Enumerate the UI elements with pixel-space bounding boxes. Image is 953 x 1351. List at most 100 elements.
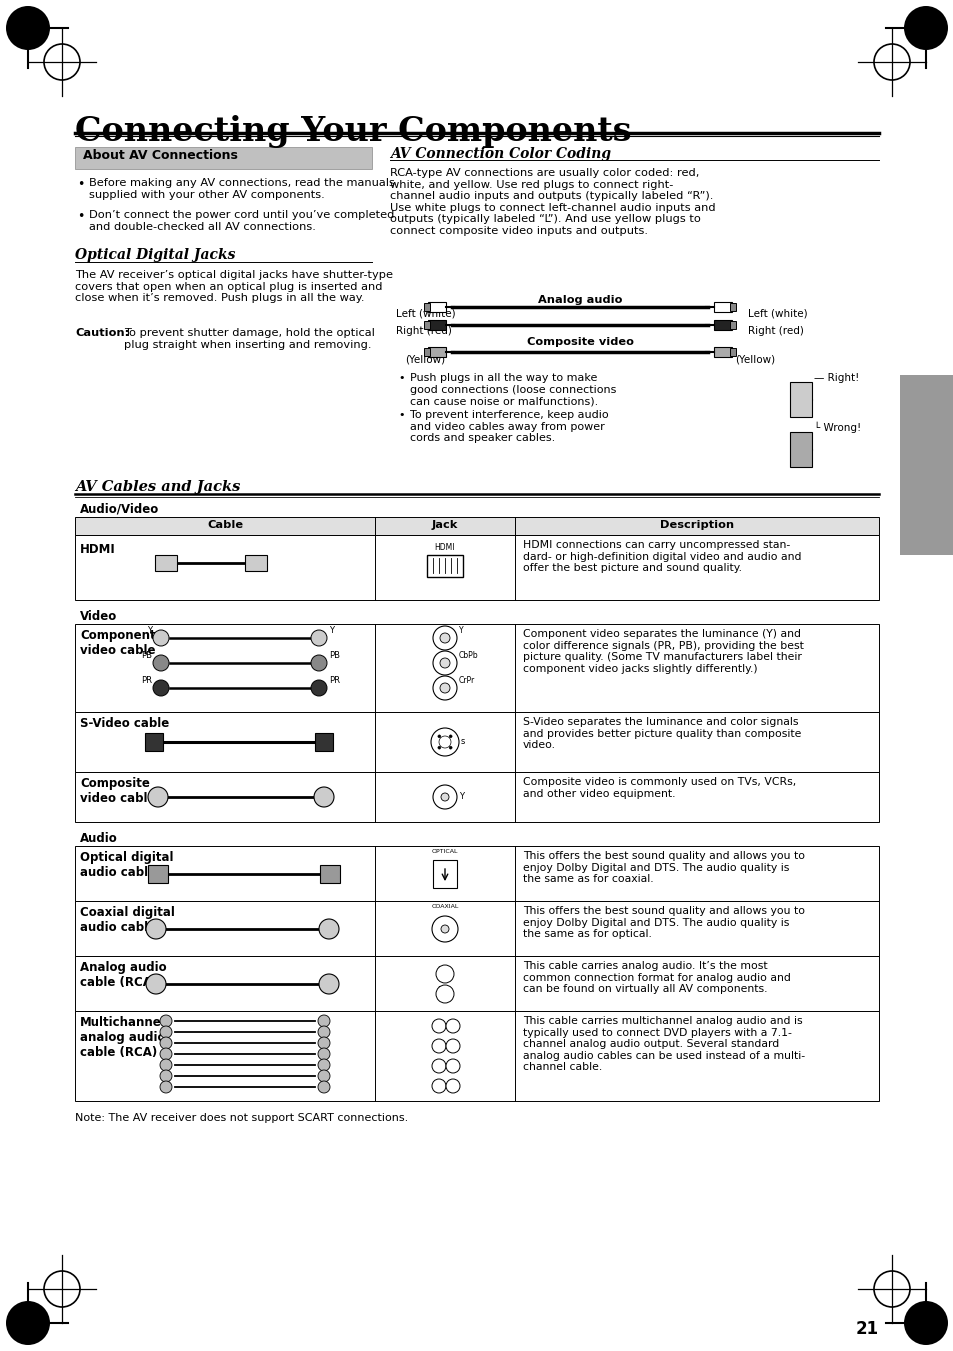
Bar — [75, 1011, 878, 1101]
Text: Audio: Audio — [80, 832, 117, 844]
Circle shape — [318, 919, 338, 939]
Text: Optical Digital Jacks: Optical Digital Jacks — [75, 249, 235, 262]
Text: CrPr: CrPr — [458, 676, 475, 685]
Text: HDMI: HDMI — [80, 543, 115, 557]
Text: Cable: Cable — [207, 520, 243, 530]
Bar — [428, 347, 446, 357]
Circle shape — [317, 1015, 330, 1027]
Circle shape — [160, 1015, 172, 1027]
Circle shape — [439, 684, 450, 693]
Circle shape — [318, 974, 338, 994]
Circle shape — [311, 655, 327, 671]
Text: S-Video cable: S-Video cable — [80, 717, 169, 730]
Circle shape — [903, 1301, 947, 1346]
Circle shape — [432, 1019, 446, 1034]
Text: L: L — [436, 966, 441, 975]
Circle shape — [437, 735, 440, 738]
Circle shape — [433, 626, 456, 650]
Circle shape — [160, 1048, 172, 1061]
Text: About AV Connections: About AV Connections — [83, 149, 237, 162]
Circle shape — [432, 1039, 446, 1052]
Circle shape — [160, 1059, 172, 1071]
Circle shape — [311, 680, 327, 696]
Circle shape — [433, 785, 456, 809]
Bar — [729, 303, 735, 311]
Circle shape — [160, 1025, 172, 1038]
Circle shape — [431, 728, 458, 757]
Text: This cable carries multichannel analog audio and is
typically used to connect DV: This cable carries multichannel analog a… — [522, 1016, 804, 1073]
Bar — [154, 555, 177, 571]
Text: S-Video separates the luminance and color signals
and provides better picture qu: S-Video separates the luminance and colo… — [522, 717, 801, 750]
Text: Connecting Your Components: Connecting Your Components — [75, 115, 631, 149]
Circle shape — [432, 1059, 446, 1073]
Bar — [713, 320, 731, 330]
Bar — [729, 322, 735, 330]
Text: Left (white): Left (white) — [395, 308, 456, 317]
Circle shape — [436, 965, 454, 984]
Text: Y: Y — [458, 626, 463, 635]
Text: RCA-type AV connections are usually color coded: red,
white, and yellow. Use red: RCA-type AV connections are usually colo… — [390, 168, 715, 236]
Text: OPTICAL: OPTICAL — [432, 848, 457, 854]
Text: Left (white): Left (white) — [747, 308, 807, 317]
Text: HDMI connections can carry uncompressed stan-
dard- or high-definition digital v: HDMI connections can carry uncompressed … — [522, 540, 801, 573]
Text: Composite
video cable: Composite video cable — [80, 777, 155, 805]
Bar — [75, 846, 878, 901]
Bar — [75, 712, 878, 771]
Text: PR: PR — [141, 676, 152, 685]
Text: Jack: Jack — [432, 520, 457, 530]
Text: Video: Video — [80, 611, 117, 623]
Bar — [423, 349, 430, 357]
Bar — [75, 624, 878, 712]
Text: Y: Y — [147, 626, 152, 635]
Bar — [427, 555, 462, 577]
Text: Analog audio: Analog audio — [537, 295, 621, 305]
Circle shape — [440, 793, 449, 801]
Bar — [713, 347, 731, 357]
Text: •: • — [397, 373, 404, 382]
Text: Audio/Video: Audio/Video — [80, 503, 159, 516]
Circle shape — [317, 1038, 330, 1048]
Bar — [423, 303, 430, 311]
Circle shape — [6, 5, 50, 50]
Text: The AV receiver’s optical digital jacks have shutter-type
covers that open when : The AV receiver’s optical digital jacks … — [75, 270, 393, 303]
Circle shape — [148, 788, 168, 807]
Bar — [75, 535, 878, 600]
Circle shape — [449, 746, 452, 750]
Circle shape — [317, 1059, 330, 1071]
Circle shape — [160, 1038, 172, 1048]
Text: Caution:: Caution: — [75, 328, 129, 338]
Circle shape — [439, 658, 450, 667]
Text: AV Cables and Jacks: AV Cables and Jacks — [75, 480, 240, 494]
Circle shape — [432, 916, 457, 942]
Circle shape — [160, 1081, 172, 1093]
Circle shape — [6, 1301, 50, 1346]
Circle shape — [446, 1019, 459, 1034]
Text: Composite video: Composite video — [526, 336, 633, 347]
Circle shape — [446, 1079, 459, 1093]
Circle shape — [433, 676, 456, 700]
Bar — [314, 734, 333, 751]
Text: R: R — [436, 986, 442, 994]
Circle shape — [317, 1025, 330, 1038]
Text: CbPb: CbPb — [458, 651, 478, 661]
Text: Analog audio
cable (RCA): Analog audio cable (RCA) — [80, 961, 167, 989]
Circle shape — [160, 1070, 172, 1082]
Circle shape — [314, 788, 334, 807]
Circle shape — [317, 1081, 330, 1093]
Text: Coaxial digital
audio cable: Coaxial digital audio cable — [80, 907, 174, 934]
Text: Right (red): Right (red) — [395, 326, 452, 336]
Bar — [789, 432, 811, 467]
Text: (Yellow): (Yellow) — [405, 354, 445, 363]
Bar — [245, 555, 267, 571]
Text: This cable carries analog audio. It’s the most
common connection format for anal: This cable carries analog audio. It’s th… — [522, 961, 790, 994]
Bar — [319, 865, 339, 884]
Text: Component video separates the luminance (Y) and
color difference signals (PR, PB: Component video separates the luminance … — [522, 630, 803, 674]
Bar — [75, 517, 878, 535]
Text: Don’t connect the power cord until you’ve completed
and double-checked all AV co: Don’t connect the power cord until you’v… — [89, 209, 394, 231]
Text: PB: PB — [141, 651, 152, 661]
Circle shape — [311, 630, 327, 646]
Bar — [428, 320, 446, 330]
Bar — [148, 865, 168, 884]
Bar — [729, 349, 735, 357]
Text: Description: Description — [659, 520, 733, 530]
